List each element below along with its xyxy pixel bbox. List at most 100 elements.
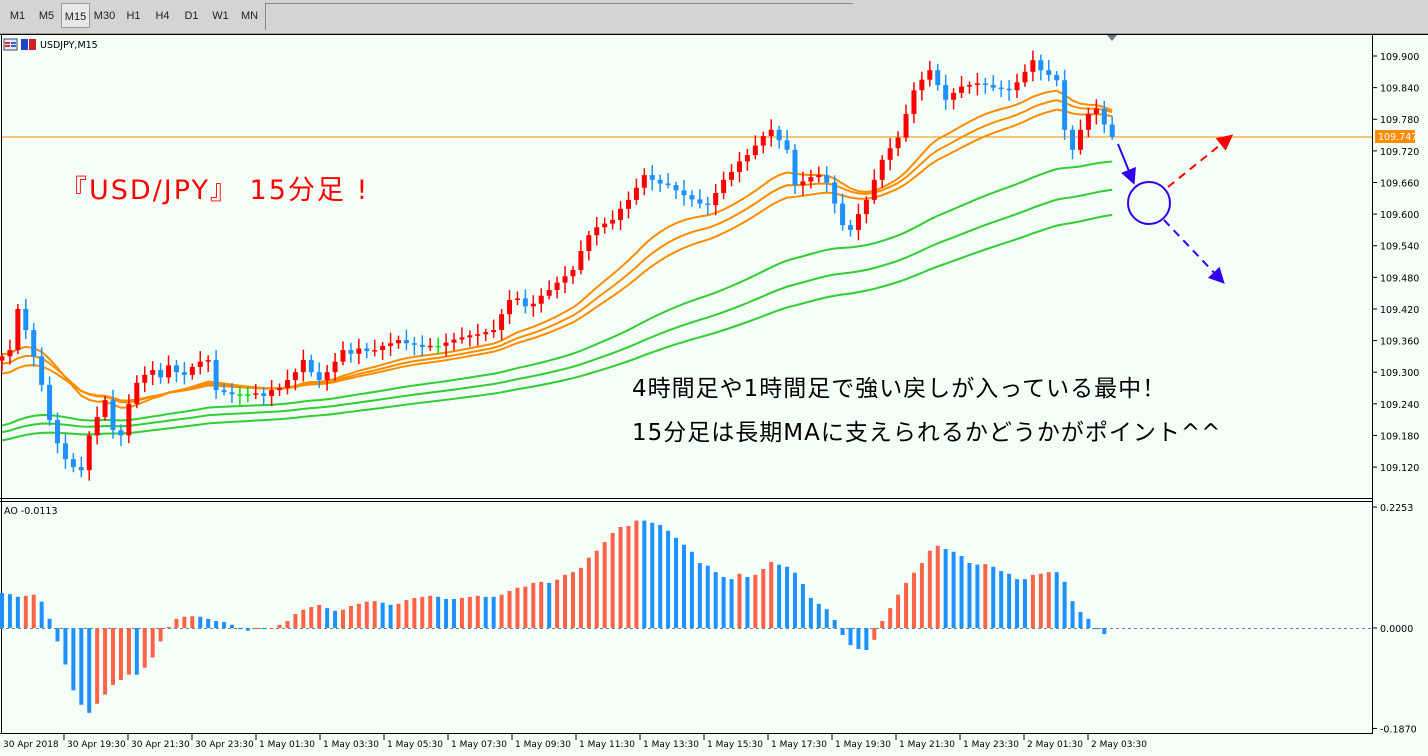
candle-body xyxy=(1038,60,1044,71)
candle xyxy=(126,394,132,444)
ao-bar xyxy=(832,619,837,628)
candle xyxy=(594,216,600,246)
candle-body xyxy=(1006,88,1012,91)
candle-body xyxy=(126,403,132,436)
ao-bar xyxy=(325,608,330,628)
candle-body xyxy=(697,199,703,204)
candle xyxy=(110,389,116,439)
tab-m1[interactable]: M1 xyxy=(9,10,26,22)
annotation-title: 『USD/JPY』 15分足 ! xyxy=(60,175,370,206)
candle-body xyxy=(253,393,259,395)
tab-d1[interactable]: D1 xyxy=(184,10,199,22)
ao-bar xyxy=(340,609,345,628)
candle-body xyxy=(927,70,933,80)
candle-body xyxy=(15,308,21,351)
ao-bar xyxy=(1078,611,1083,628)
ao-bar xyxy=(404,600,409,628)
candle xyxy=(308,354,314,377)
candle-body xyxy=(1014,82,1020,91)
candle-body xyxy=(435,345,441,348)
candle-body xyxy=(277,388,283,391)
candle xyxy=(1085,107,1091,138)
candle xyxy=(491,319,497,338)
candle xyxy=(380,342,386,360)
candle-body xyxy=(903,113,909,138)
time-tick-label: 1 May 05:30 xyxy=(387,740,443,750)
ao-tick-label: -0.1870 xyxy=(1380,724,1417,735)
candle xyxy=(31,323,37,367)
candle xyxy=(388,332,394,356)
ao-bar xyxy=(1007,573,1012,628)
time-tick-label: 1 May 11:30 xyxy=(579,740,635,750)
candle-body xyxy=(546,289,552,296)
candle-body xyxy=(990,84,996,88)
candle xyxy=(943,74,949,110)
tab-m5[interactable]: M5 xyxy=(38,10,55,22)
ao-bar xyxy=(317,604,322,628)
ma-short-slow-line xyxy=(1,108,1113,402)
ao-bar xyxy=(182,616,187,628)
candle-body xyxy=(586,235,592,251)
ao-bar xyxy=(967,563,972,628)
ao-bar xyxy=(650,522,655,628)
tab-h1[interactable]: H1 xyxy=(126,10,141,22)
candle-body xyxy=(70,459,76,468)
ao-bar xyxy=(975,564,980,628)
ao-bar xyxy=(483,596,488,628)
time-tick-label: 1 May 15:30 xyxy=(707,740,763,750)
tab-m30[interactable]: M30 xyxy=(93,10,116,22)
tab-m15[interactable]: M15 xyxy=(61,3,90,28)
candle xyxy=(522,289,528,314)
tab-h4[interactable]: H4 xyxy=(155,10,170,22)
candle xyxy=(578,240,584,275)
time-tick-label: 1 May 07:30 xyxy=(451,740,507,750)
candle xyxy=(1101,100,1107,134)
candle-body xyxy=(197,361,203,367)
candle-body xyxy=(451,339,457,343)
tab-w1[interactable]: W1 xyxy=(212,10,229,22)
time-tick-label: 30 Apr 21:30 xyxy=(131,740,190,750)
candle xyxy=(840,193,846,231)
candle-body xyxy=(665,183,671,186)
candle xyxy=(467,330,473,347)
ao-bar xyxy=(999,571,1004,628)
ao-bar xyxy=(436,596,441,628)
ao-indicator-label: AO -0.0113 xyxy=(4,506,58,517)
time-tick-label: 1 May 03:30 xyxy=(323,740,379,750)
ao-bar xyxy=(190,616,195,628)
ao-bar xyxy=(578,567,583,628)
ao-bar xyxy=(586,557,591,628)
candle xyxy=(982,77,988,94)
ao-bar xyxy=(848,628,853,646)
candle-body xyxy=(388,343,394,346)
price-tick-label: 109.900 xyxy=(1380,52,1419,63)
candle-body xyxy=(943,84,949,100)
candle xyxy=(689,190,695,207)
chart-shift-marker-icon[interactable] xyxy=(1107,35,1117,41)
candle-body xyxy=(1109,124,1115,137)
candle-body xyxy=(1070,129,1076,150)
tab-mn[interactable]: MN xyxy=(240,10,259,22)
candle xyxy=(879,155,885,188)
price-tick-label: 109.840 xyxy=(1380,84,1419,95)
candle xyxy=(292,368,298,391)
ao-bar xyxy=(1046,572,1051,628)
ao-histogram xyxy=(0,520,1107,713)
candle xyxy=(86,431,92,481)
candle xyxy=(284,369,290,395)
candle-body xyxy=(308,360,314,373)
candle-body xyxy=(221,390,227,393)
candle xyxy=(102,396,108,421)
candle-body xyxy=(982,83,988,85)
candle-body xyxy=(396,340,401,344)
candle xyxy=(261,386,267,406)
ao-bar xyxy=(475,595,480,628)
current-price-value: 109.747 xyxy=(1378,132,1417,143)
ao-bar xyxy=(269,628,274,629)
ao-bar xyxy=(71,628,76,691)
ma-long-slow-line xyxy=(1,213,1113,442)
candle-body xyxy=(483,332,489,335)
candle-body xyxy=(134,382,140,404)
candle-body xyxy=(419,344,425,347)
